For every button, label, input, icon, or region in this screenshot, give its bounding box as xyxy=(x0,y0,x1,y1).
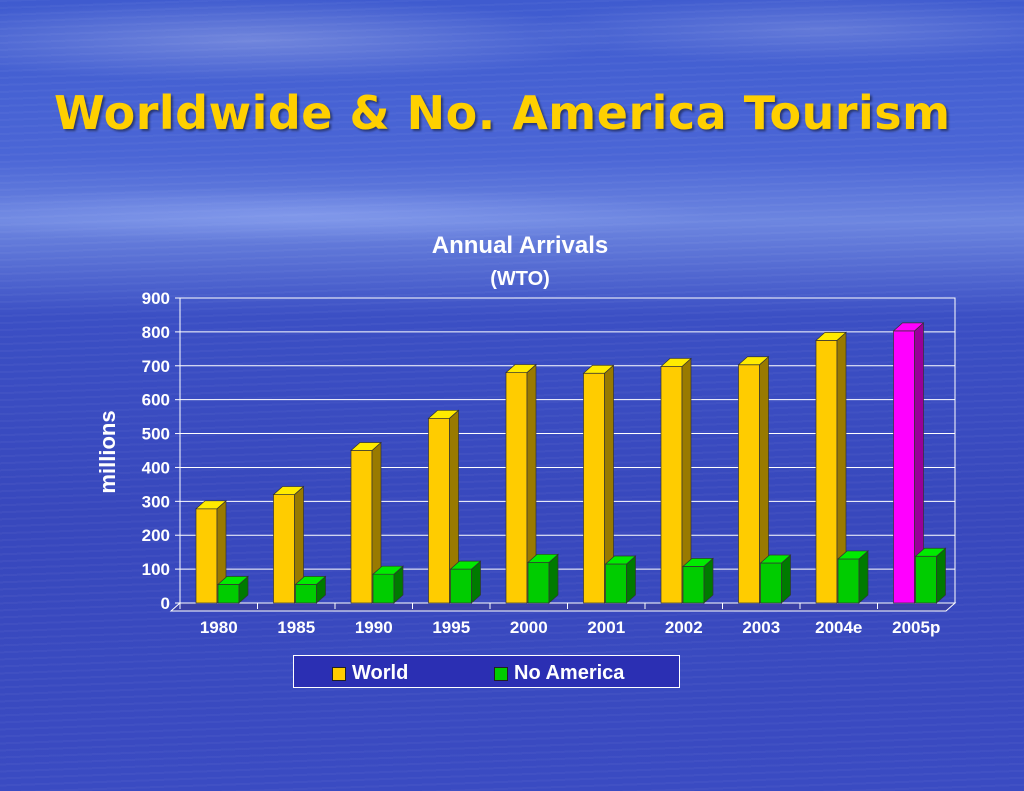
bar-world-2000 xyxy=(505,363,537,604)
bar-world-1980 xyxy=(195,500,227,604)
bar-no-america-2001 xyxy=(604,555,637,604)
y-tick-label: 500 xyxy=(142,425,170,444)
bar-front xyxy=(450,568,472,604)
bar-top xyxy=(759,554,792,564)
slide-title: Worldwide & No. America Tourism xyxy=(54,86,951,140)
x-tick-label: 2005p xyxy=(892,618,940,637)
bar-top xyxy=(272,486,305,495)
bar-no-america-2002 xyxy=(682,557,714,604)
bar-top xyxy=(815,332,847,341)
x-tick-label: 2003 xyxy=(742,618,780,637)
y-tick-label: 700 xyxy=(142,357,170,376)
y-tick-label: 0 xyxy=(161,594,170,613)
chart-subtitle: (WTO) xyxy=(490,268,550,290)
bar-front xyxy=(350,450,373,604)
bar-top xyxy=(660,358,692,367)
y-tick-label: 100 xyxy=(142,560,170,579)
bar-top xyxy=(527,553,559,563)
bar-front xyxy=(273,494,295,604)
legend-swatch-world xyxy=(332,666,346,681)
x-tick-label: 2004e xyxy=(815,618,862,637)
legend-item-world: World xyxy=(332,662,408,685)
x-tick-label: 2000 xyxy=(510,618,548,637)
bar-front xyxy=(583,372,605,604)
bar-top xyxy=(350,442,382,451)
bar-top xyxy=(217,576,249,585)
bar-world-1995 xyxy=(427,409,460,604)
bar-no-america-2004e xyxy=(837,550,869,604)
chart-legend: World No America xyxy=(293,655,680,688)
bar-no-america-1990 xyxy=(372,565,404,604)
bar-front xyxy=(527,561,550,604)
bar-no-america-1985 xyxy=(294,575,327,604)
bar-top xyxy=(892,322,925,332)
bar-front xyxy=(893,330,915,604)
bar-front xyxy=(837,558,860,604)
bar-no-america-2005p xyxy=(914,547,947,604)
bar-top xyxy=(449,560,482,570)
bar-no-america-1980 xyxy=(217,575,249,604)
bar-no-america-2003 xyxy=(759,554,792,604)
bar-layer xyxy=(195,322,947,604)
bar-front xyxy=(760,562,782,604)
bar-world-1990 xyxy=(350,441,382,604)
y-tick-label: 900 xyxy=(142,289,170,308)
bar-top xyxy=(604,555,637,565)
bar-top xyxy=(372,565,404,575)
bar-front xyxy=(815,340,838,604)
bar-front xyxy=(605,563,627,604)
bar-world-2004e xyxy=(815,331,847,604)
bar-top xyxy=(737,356,770,366)
chart-floor xyxy=(169,602,957,612)
bar-front xyxy=(295,584,317,604)
bar-front xyxy=(372,573,395,604)
x-tick-label: 1980 xyxy=(200,618,238,637)
legend-label-world: World xyxy=(352,662,409,684)
bar-world-2001 xyxy=(582,364,615,604)
bar-front xyxy=(660,366,683,604)
x-tick-label: 2002 xyxy=(665,618,703,637)
bar-top xyxy=(837,550,869,560)
bar-front xyxy=(915,555,937,604)
bar-top xyxy=(195,500,227,510)
bar-world-1985 xyxy=(272,485,305,604)
axis-layer xyxy=(175,297,878,609)
bar-top xyxy=(294,576,327,585)
y-tick-label: 300 xyxy=(142,492,170,511)
y-tick-label: 600 xyxy=(142,391,170,410)
bar-front xyxy=(217,584,240,604)
bar-world-2003 xyxy=(737,355,770,604)
bar-top xyxy=(914,547,947,557)
y-axis-label: millions xyxy=(95,410,120,493)
bar-top xyxy=(505,364,537,373)
y-tick-label: 800 xyxy=(142,323,170,342)
legend-item-no-america: No America xyxy=(494,662,624,685)
bar-side xyxy=(548,553,559,604)
y-tick-label: 200 xyxy=(142,526,170,545)
y-tick-label: 400 xyxy=(142,458,170,477)
bar-top xyxy=(427,409,460,419)
bar-no-america-1995 xyxy=(449,560,482,604)
bar-world-2005p xyxy=(892,322,925,604)
bar-no-america-2000 xyxy=(527,553,559,604)
x-tick-label: 1995 xyxy=(432,618,470,637)
label-layer: 0 100 200 300 400 500 600 700 800 900 millions 1980… xyxy=(95,289,940,637)
bar-front xyxy=(428,417,450,604)
legend-swatch-no-america xyxy=(494,666,508,681)
chart-title: Annual Arrivals xyxy=(431,232,609,259)
x-tick-label: 1990 xyxy=(355,618,393,637)
bar-side xyxy=(858,550,869,604)
bar-front xyxy=(738,364,760,604)
bar-top xyxy=(582,364,615,374)
bar-front xyxy=(505,372,528,604)
x-tick-label: 1985 xyxy=(277,618,315,637)
bar-front xyxy=(195,508,218,604)
bar-top xyxy=(682,558,714,567)
bar-side xyxy=(936,547,946,604)
legend-label-no-america: No America xyxy=(514,662,625,684)
x-tick-label: 2001 xyxy=(587,618,625,637)
bar-front xyxy=(682,566,705,604)
